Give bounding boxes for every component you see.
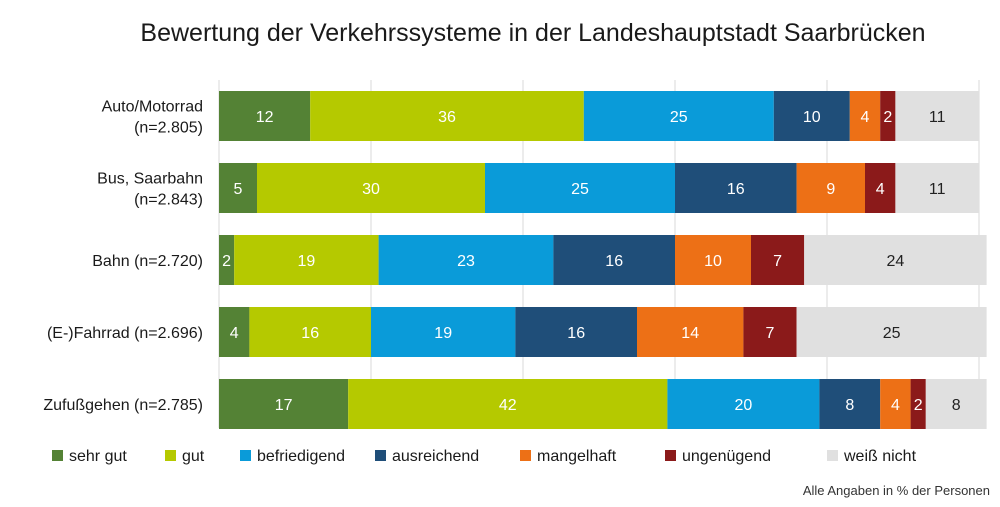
bar-segment xyxy=(515,307,637,357)
bar-segment xyxy=(310,91,584,141)
bars: 12 36 25 10 4 2 115 30 25 16 9 4 112 19 23 16 10 7 244 16 19… xyxy=(219,91,987,429)
data-label: 25 xyxy=(670,109,688,126)
legend-label: weiß nicht xyxy=(843,448,917,465)
bar-segment xyxy=(880,379,911,429)
legend-swatch xyxy=(165,450,176,461)
data-label: 24 xyxy=(887,253,905,270)
data-label: 8 xyxy=(845,397,854,414)
bar-segment xyxy=(257,163,485,213)
data-label: 16 xyxy=(301,325,319,342)
category-label: (n=2.805) xyxy=(134,120,203,137)
bar-segment xyxy=(219,379,349,429)
data-label: 25 xyxy=(883,325,901,342)
legend-swatch xyxy=(375,450,386,461)
legend-label: mangelhaft xyxy=(537,448,617,465)
data-label: 2 xyxy=(222,253,231,270)
bar-segment xyxy=(553,235,675,285)
data-label: 2 xyxy=(914,397,923,414)
bar-segment xyxy=(485,163,675,213)
chart-title: Bewertung der Verkehrssysteme in der Lan… xyxy=(140,19,925,47)
data-label: 30 xyxy=(362,181,380,198)
bar-segment xyxy=(895,91,979,141)
bar-segment xyxy=(249,307,371,357)
data-label: 19 xyxy=(298,253,316,270)
bar-segment xyxy=(895,163,979,213)
category-label: (n=2.843) xyxy=(134,192,203,209)
data-label: 4 xyxy=(230,325,239,342)
category-label: Bahn (n=2.720) xyxy=(92,253,203,270)
bar-segment xyxy=(675,235,751,285)
bar-segment xyxy=(378,235,554,285)
bar-segment xyxy=(219,91,311,141)
bar-segment xyxy=(219,235,235,285)
data-label: 9 xyxy=(826,181,835,198)
legend-swatch xyxy=(240,450,251,461)
data-label: 20 xyxy=(735,397,753,414)
category-label: Zufußgehen (n=2.785) xyxy=(43,397,203,414)
bar-segment xyxy=(880,91,896,141)
data-label: 14 xyxy=(681,325,699,342)
bar-segment xyxy=(348,379,668,429)
legend-label: sehr gut xyxy=(69,448,127,465)
data-label: 42 xyxy=(499,397,517,414)
data-label: 12 xyxy=(256,109,274,126)
data-label: 11 xyxy=(929,181,946,198)
legend-label: gut xyxy=(182,448,205,465)
bar-segment xyxy=(910,379,926,429)
data-label: 4 xyxy=(891,397,900,414)
bar-segment xyxy=(773,91,850,141)
data-label: 17 xyxy=(275,397,293,414)
category-label: Bus, Saarbahn xyxy=(97,171,203,188)
data-label: 36 xyxy=(438,109,456,126)
data-label: 7 xyxy=(773,253,782,270)
bar-segment xyxy=(819,379,881,429)
legend-label: befriedigend xyxy=(257,448,345,465)
chart-note: Alle Angaben in % der Personen xyxy=(803,483,990,498)
data-label: 16 xyxy=(727,181,745,198)
legend-swatch xyxy=(827,450,838,461)
data-label: 10 xyxy=(803,109,821,126)
bar-segment xyxy=(865,163,896,213)
bar-segment xyxy=(751,235,805,285)
bar-segment xyxy=(804,235,987,285)
data-label: 10 xyxy=(704,253,722,270)
data-label: 2 xyxy=(883,109,892,126)
data-label: 25 xyxy=(571,181,589,198)
legend-swatch xyxy=(520,450,531,461)
data-label: 4 xyxy=(876,181,885,198)
legend-label: ausreichend xyxy=(392,448,479,465)
legend-swatch xyxy=(665,450,676,461)
bar-segment xyxy=(849,91,881,141)
data-label: 7 xyxy=(766,325,775,342)
data-label: 16 xyxy=(567,325,585,342)
bar-segment xyxy=(675,163,797,213)
data-label: 23 xyxy=(457,253,475,270)
data-label: 11 xyxy=(929,109,946,126)
bar-segment xyxy=(637,307,744,357)
data-label: 5 xyxy=(234,181,243,198)
bar-segment xyxy=(796,307,987,357)
bar-segment xyxy=(925,379,987,429)
category-labels: Auto/Motorrad (n=2.805) Bus, Saarbahn (n=2.… xyxy=(43,99,203,415)
bar-segment xyxy=(234,235,379,285)
bar-segment xyxy=(219,307,250,357)
bar-segment xyxy=(796,163,865,213)
legend: sehr gut gut befriedigend ausreichend mangel… xyxy=(52,448,917,465)
legend-swatch xyxy=(52,450,63,461)
category-label: Auto/Motorrad xyxy=(102,99,203,116)
data-label: 19 xyxy=(434,325,452,342)
bar-segment xyxy=(371,307,516,357)
data-label: 8 xyxy=(952,397,961,414)
legend-label: ungenügend xyxy=(682,448,771,465)
bar-segment xyxy=(743,307,797,357)
data-label: 4 xyxy=(861,109,870,126)
category-label: (E-)Fahrrad (n=2.696) xyxy=(47,325,203,342)
bar-segment xyxy=(667,379,820,429)
bar-segment xyxy=(583,91,774,141)
bar-segment xyxy=(219,163,257,213)
data-label: 16 xyxy=(605,253,623,270)
